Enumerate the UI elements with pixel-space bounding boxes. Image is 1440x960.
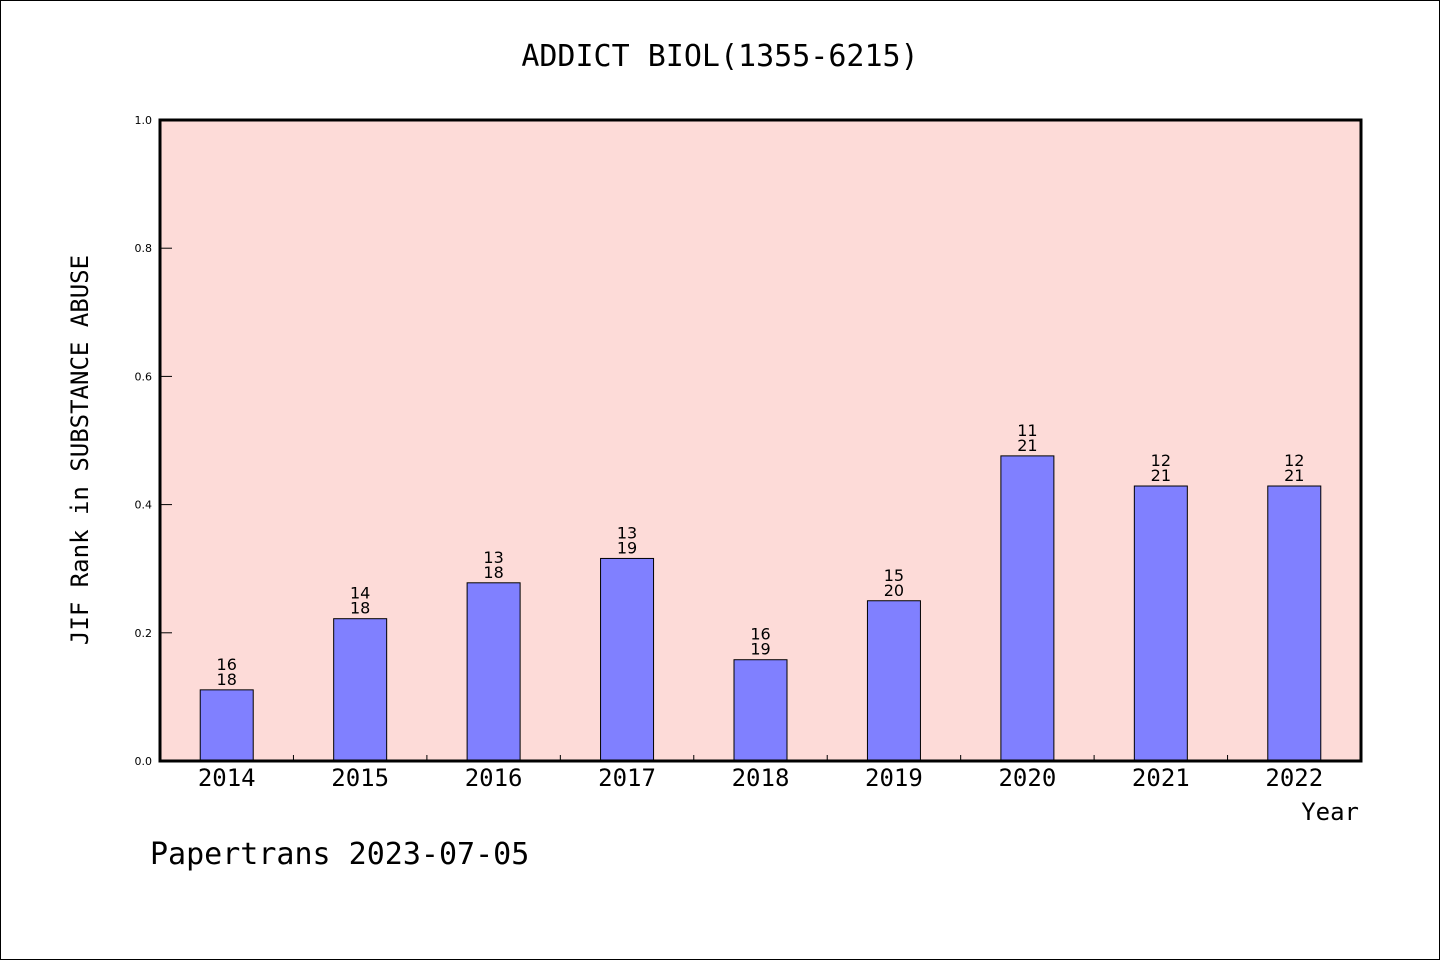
chart-title: ADDICT BIOL(1355-6215) xyxy=(521,39,918,74)
x-tick-label: 2022 xyxy=(1265,764,1323,792)
y-tick-label: 0.4 xyxy=(135,499,153,512)
bar-total-label: 19 xyxy=(617,538,637,557)
bar-total-label: 19 xyxy=(750,640,770,659)
bar xyxy=(733,659,788,762)
bar-total-label: 20 xyxy=(884,581,904,600)
bar xyxy=(866,600,921,762)
bar xyxy=(199,689,254,762)
x-tick-label: 2016 xyxy=(465,764,523,792)
bar-rank-label: 13 xyxy=(617,523,637,542)
bar xyxy=(1133,485,1188,762)
y-axis: 0.0 0.2 0.4 0.6 0.8 1.0 xyxy=(135,114,172,768)
x-tick-label: 2021 xyxy=(1132,764,1190,792)
bar xyxy=(1267,485,1322,762)
y-tick-label: 1.0 xyxy=(135,114,153,127)
bar-rank-label: 15 xyxy=(884,566,904,585)
x-tick-label: 2018 xyxy=(732,764,790,792)
y-tick-label: 0.0 xyxy=(135,755,153,768)
y-axis-label: JIF Rank in SUBSTANCE ABUSE xyxy=(66,255,94,645)
x-tick-label: 2017 xyxy=(598,764,656,792)
bar-total-label: 21 xyxy=(1151,466,1171,485)
y-tick-label: 0.2 xyxy=(135,627,153,640)
plot-border xyxy=(158,118,1363,763)
bar-total-label: 18 xyxy=(483,563,503,582)
x-axis: 2014 2015 2016 2017 2018 2019 2020 2021 2022 xyxy=(198,755,1323,792)
bar-rank-label: 12 xyxy=(1151,451,1171,470)
bar-rank-label: 14 xyxy=(350,584,370,603)
bar xyxy=(333,618,388,762)
bar xyxy=(600,557,655,762)
x-tick-label: 2020 xyxy=(998,764,1056,792)
bar-total-label: 21 xyxy=(1284,466,1304,485)
bar-rank-label: 16 xyxy=(217,655,237,674)
x-axis-label: Year xyxy=(1301,798,1359,826)
x-tick-label: 2014 xyxy=(198,764,256,792)
y-tick-label: 0.6 xyxy=(135,370,153,383)
bar-total-label: 18 xyxy=(350,599,370,618)
y-tick-label: 0.8 xyxy=(135,242,153,255)
bar-total-label: 18 xyxy=(217,670,237,689)
bar-rank-label: 16 xyxy=(750,625,770,644)
x-tick-label: 2019 xyxy=(865,764,923,792)
bar-rank-label: 11 xyxy=(1017,421,1037,440)
bar-rank-label: 13 xyxy=(483,548,503,567)
bar xyxy=(1000,455,1055,762)
bar-total-label: 21 xyxy=(1017,436,1037,455)
x-tick-label: 2015 xyxy=(331,764,389,792)
bar-rank-label: 12 xyxy=(1284,451,1304,470)
bar xyxy=(466,582,521,762)
footer-text: Papertrans 2023-07-05 xyxy=(150,837,529,872)
